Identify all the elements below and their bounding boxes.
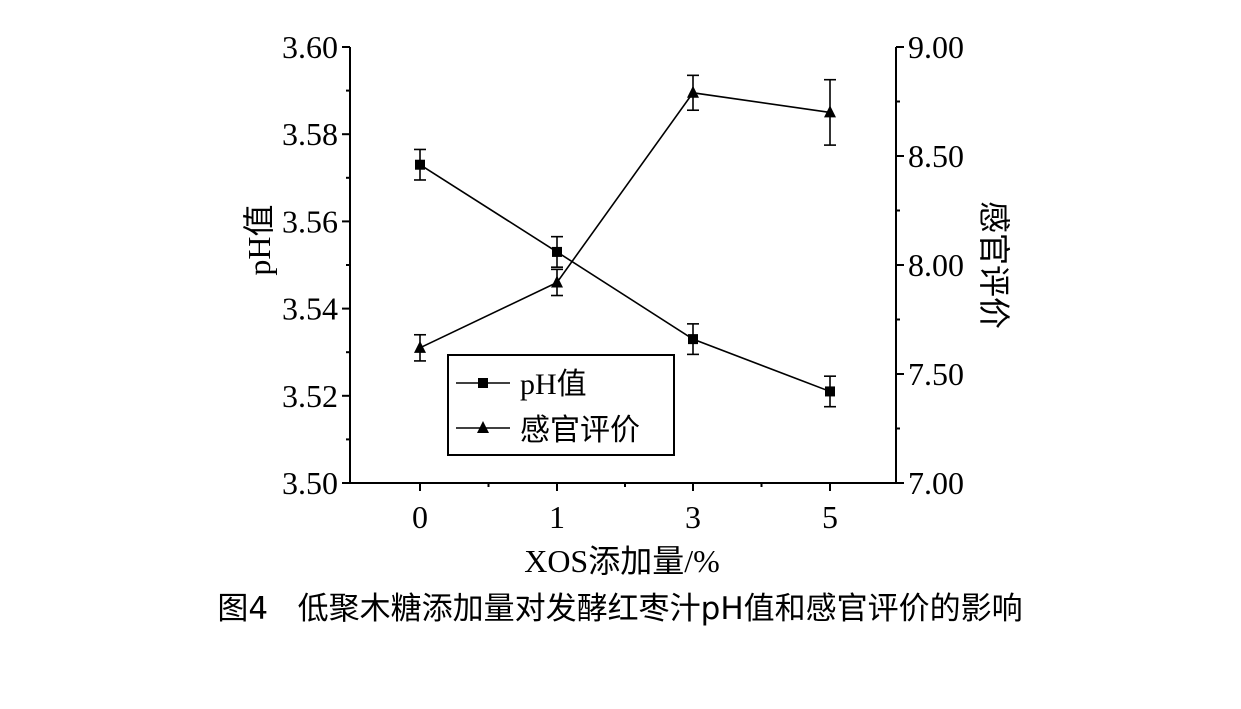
data-point-sensory [687, 85, 699, 98]
x-tick-label: 3 [685, 499, 701, 535]
legend-sensory-marker [477, 421, 489, 433]
x-tick-label: 1 [549, 499, 565, 535]
y-left-tick-label: 3.50 [282, 465, 338, 501]
data-point-sensory [414, 340, 426, 353]
y-left-tick-label: 3.54 [282, 291, 338, 327]
series-line-sensory [419, 91, 831, 349]
series-layer [414, 74, 836, 408]
legend-ph-label: pH值 [520, 368, 587, 401]
y-axis-left-label: pH值 [241, 204, 277, 275]
x-axis-label: XOS添加量/% [524, 543, 720, 579]
x-tick-label: 0 [412, 499, 428, 535]
data-point-ph [415, 159, 425, 170]
data-point-ph [552, 246, 562, 257]
y-axis-right-label: 感官评价 [976, 201, 1012, 329]
y-right-tick-label: 7.50 [908, 356, 964, 392]
legend: pH值 感官评价 [447, 354, 675, 456]
data-point-ph [688, 334, 698, 345]
y-right-tick-label: 9.00 [908, 29, 964, 65]
x-tick-label: 5 [822, 499, 838, 535]
y-left-tick-label: 3.52 [282, 378, 338, 414]
figure-caption: 图4 低聚木糖添加量对发酵红枣汁pH值和感官评价的影响 [217, 591, 1022, 627]
axes: 3.50 3.52 3.54 3.56 3.58 3.60 7.00 7.50 8.00 8.50… [282, 29, 964, 535]
y-right-tick-label: 8.00 [908, 247, 964, 283]
legend-box [447, 354, 675, 456]
legend-ph-marker [478, 378, 488, 388]
y-right-tick-label: 8.50 [908, 138, 964, 174]
data-point-sensory [824, 105, 836, 118]
y-right-tick-label: 7.00 [908, 465, 964, 501]
legend-sensory-label: 感官评价 [520, 414, 640, 447]
y-left-tick-label: 3.56 [282, 203, 338, 239]
data-point-sensory [551, 275, 563, 288]
data-point-ph [825, 386, 835, 397]
y-left-tick-label: 3.60 [282, 29, 338, 65]
series-line-ph [419, 164, 831, 393]
y-left-tick-label: 3.58 [282, 116, 338, 152]
